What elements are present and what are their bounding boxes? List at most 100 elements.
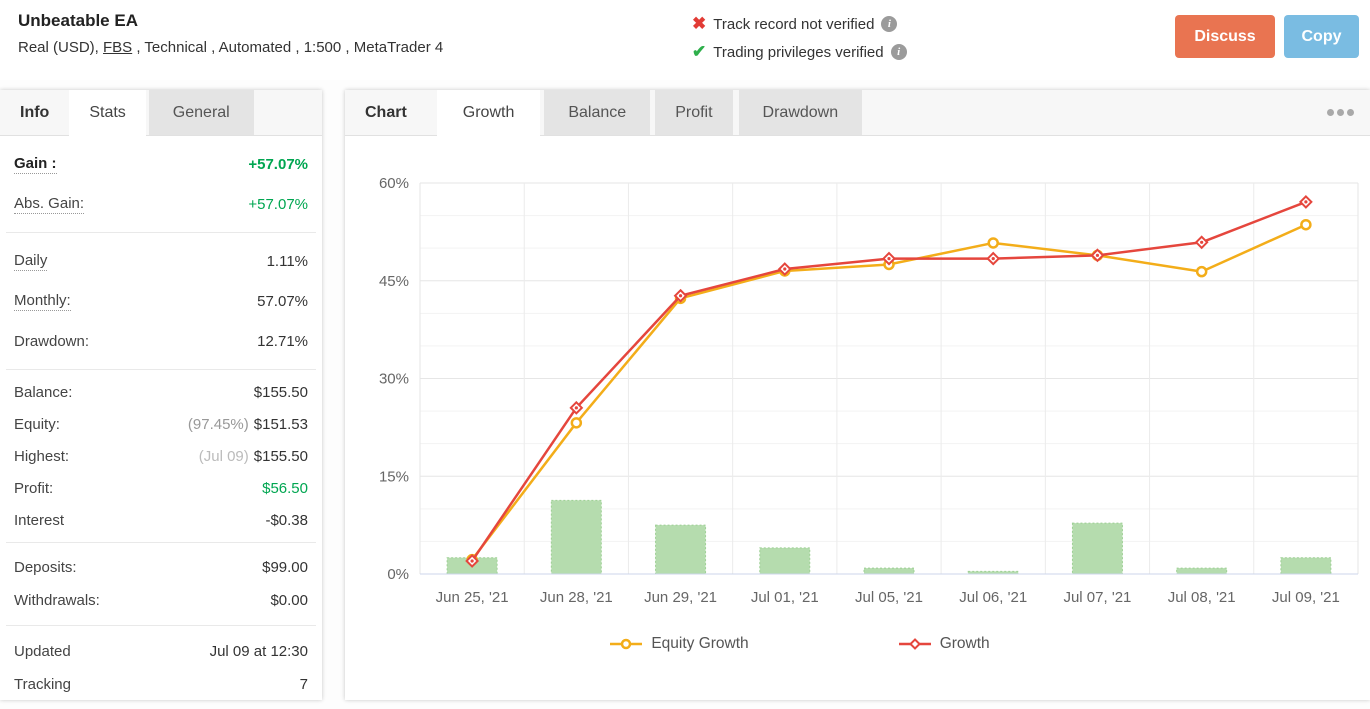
stats-sidebar: Info Stats General Gain : +57.07% Abs. G… <box>0 90 322 700</box>
trading-privileges-text: Trading privileges verified <box>713 43 884 61</box>
copy-button[interactable]: Copy <box>1284 15 1359 58</box>
equity-value: (97.45%) $151.53 <box>187 415 308 433</box>
stat-row-gain: Gain : +57.07% <box>14 144 308 184</box>
account-subtitle: Real (USD), FBS , Technical , Automated … <box>18 39 443 56</box>
svg-text:0%: 0% <box>387 566 409 583</box>
drawdown-value: 12.71% <box>257 332 308 350</box>
x-axis-label: Jun 29, '21 <box>644 589 717 606</box>
abs-gain-label: Abs. Gain: <box>14 194 85 214</box>
daily-value: 1.11% <box>266 252 308 270</box>
tracking-value: 7 <box>299 676 308 693</box>
broker-link[interactable]: FBS <box>103 39 133 56</box>
legend-item-equity-growth[interactable]: Equity Growth <box>610 635 749 653</box>
deposits-value: $99.00 <box>262 559 308 576</box>
stat-row-daily: Daily 1.11% <box>14 241 308 281</box>
ellipsis-menu-icon[interactable] <box>1327 109 1354 116</box>
daily-label: Daily <box>14 251 48 271</box>
stat-row-drawdown: Drawdown: 12.71% <box>14 321 308 361</box>
account-header: Unbeatable EA Real (USD), FBS , Technica… <box>0 0 1370 80</box>
svg-text:30%: 30% <box>379 371 409 388</box>
highest-label: Highest: <box>14 447 70 465</box>
x-axis-label: Jun 28, '21 <box>540 589 613 606</box>
stat-row-equity: Equity: (97.45%) $151.53 <box>14 408 308 440</box>
divider <box>6 542 316 543</box>
subtitle-prefix: Real (USD), <box>18 39 104 56</box>
divider <box>6 369 316 370</box>
stat-row-tracking: Tracking 7 <box>14 668 308 701</box>
profit-value: $56.50 <box>262 479 308 497</box>
deposits-group: Deposits: $99.00 Withdrawals: $0.00 <box>0 543 322 625</box>
updated-label: Updated <box>14 643 71 660</box>
chart-tab-balance[interactable]: Balance <box>544 90 651 135</box>
interest-value: -$0.38 <box>265 511 308 529</box>
chart-tab-profit[interactable]: Profit <box>655 90 733 135</box>
divider <box>6 232 316 233</box>
verification-block: ✖ Track record not verified i ✔ Trading … <box>692 10 907 66</box>
balance-label: Balance: <box>14 383 73 401</box>
legend-label: Equity Growth <box>651 635 749 652</box>
red-cross-icon: ✖ <box>692 14 707 33</box>
highest-value: (Jul 09) $155.50 <box>198 447 308 465</box>
sidebar-tab-info[interactable]: Info <box>20 103 50 121</box>
daily-gain-bars <box>446 499 1332 575</box>
profit-label: Profit: <box>14 479 54 497</box>
sidebar-tab-general[interactable]: General <box>148 90 254 135</box>
equity-percent-note: (97.45%) <box>187 415 249 433</box>
chart-panel: Chart Growth Balance Profit Drawdown 0% 1… <box>345 90 1370 700</box>
chart-tab-growth[interactable]: Growth <box>436 90 541 136</box>
x-axis-label: Jul 06, '21 <box>959 589 1027 606</box>
sidebar-tabs: Info Stats General <box>0 90 322 136</box>
chart-tab-drawdown[interactable]: Drawdown <box>738 90 863 135</box>
gain-label: Gain : <box>14 154 57 174</box>
x-axis-label: Jun 25, '21 <box>436 589 509 606</box>
withdrawals-label: Withdrawals: <box>14 592 100 609</box>
stat-row-abs-gain: Abs. Gain: +57.07% <box>14 184 308 224</box>
page-title: Unbeatable EA <box>18 11 138 30</box>
stat-row-balance: Balance: $155.50 <box>14 376 308 408</box>
updated-value: Jul 09 at 12:30 <box>209 643 308 660</box>
diamond-marker-icon <box>898 638 931 650</box>
abs-gain-value: +57.07% <box>248 195 308 213</box>
track-record-row: ✖ Track record not verified i <box>692 10 907 38</box>
x-axis-label: Jul 01, '21 <box>751 589 819 606</box>
equity-label: Equity: <box>14 415 60 433</box>
x-axis-label: Jul 09, '21 <box>1272 589 1340 606</box>
svg-text:15%: 15% <box>379 468 409 485</box>
circle-marker-icon <box>610 638 643 650</box>
highest-date-note: (Jul 09) <box>198 447 249 465</box>
tracking-label: Tracking <box>14 676 71 693</box>
rates-group: Daily 1.11% Monthly: 57.07% Drawdown: 12… <box>0 233 322 369</box>
legend-label: Growth <box>939 635 990 652</box>
divider <box>6 625 316 626</box>
growth-series <box>465 194 1313 568</box>
gain-value: +57.07% <box>248 155 308 173</box>
discuss-button[interactable]: Discuss <box>1175 15 1275 58</box>
stat-row-updated: Updated Jul 09 at 12:30 <box>14 635 308 668</box>
meta-group: Updated Jul 09 at 12:30 Tracking 7 <box>0 626 322 709</box>
stat-row-profit: Profit: $56.50 <box>14 472 308 504</box>
svg-text:60%: 60% <box>379 175 409 192</box>
growth-chart: 0% 15% 30% 45% 60% Jun 25, '21 Jun 28, '21 Jun … <box>379 175 1359 606</box>
drawdown-label: Drawdown: <box>14 332 90 350</box>
interest-label: Interest <box>14 511 65 529</box>
chart-legend: Equity Growth Growth <box>420 635 1180 653</box>
chart-tabs: Chart Growth Balance Profit Drawdown <box>345 90 1370 136</box>
stat-row-highest: Highest: (Jul 09) $155.50 <box>14 440 308 472</box>
deposits-label: Deposits: <box>14 559 77 576</box>
info-icon[interactable]: i <box>890 44 907 60</box>
withdrawals-value: $0.00 <box>270 592 308 609</box>
stat-row-monthly: Monthly: 57.07% <box>14 281 308 321</box>
svg-text:45%: 45% <box>379 273 409 290</box>
monthly-label: Monthly: <box>14 291 71 311</box>
balance-value: $155.50 <box>253 383 308 401</box>
monthly-value: 57.07% <box>257 292 308 310</box>
stat-row-deposits: Deposits: $99.00 <box>14 551 308 584</box>
trading-privileges-row: ✔ Trading privileges verified i <box>692 38 907 66</box>
sidebar-tab-stats[interactable]: Stats <box>69 90 146 136</box>
legend-item-growth[interactable]: Growth <box>898 635 990 653</box>
x-axis-label: Jul 05, '21 <box>855 589 923 606</box>
chart-tab-chart[interactable]: Chart <box>365 103 407 121</box>
stat-row-withdrawals: Withdrawals: $0.00 <box>14 584 308 617</box>
info-icon[interactable]: i <box>881 16 898 32</box>
gain-group: Gain : +57.07% Abs. Gain: +57.07% <box>0 136 322 232</box>
